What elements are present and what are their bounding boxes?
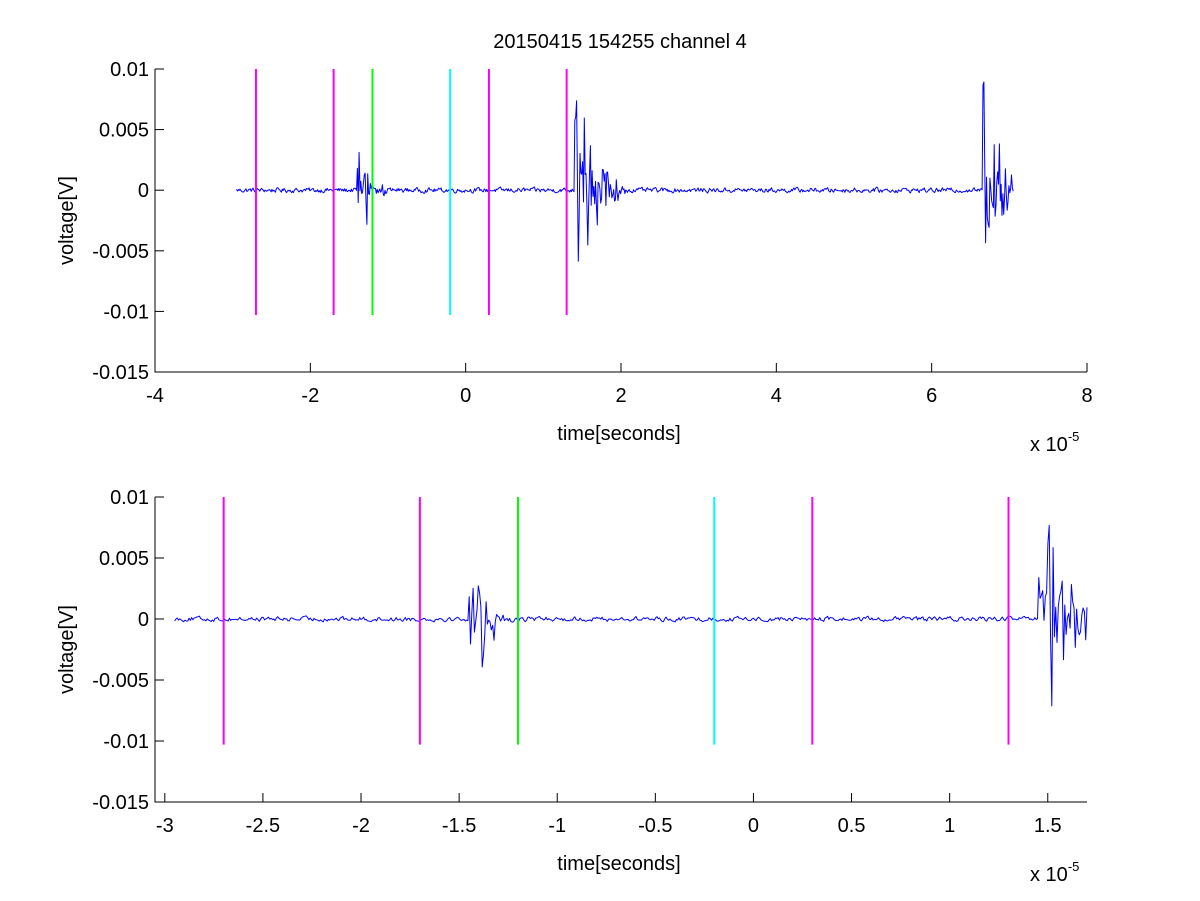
- signal-trace: [174, 524, 1088, 707]
- y-axis-label: voltage[V]: [56, 176, 78, 265]
- y-tick-label: 0.005: [99, 120, 149, 142]
- y-tick-label: -0.01: [103, 301, 149, 323]
- y-tick-label: -0.005: [92, 670, 149, 692]
- y-tick-label: -0.005: [92, 241, 149, 263]
- x-exponent-label: x 10-5: [1030, 429, 1079, 456]
- axes-frame: [154, 69, 1087, 373]
- x-tick-label: -1.5: [442, 815, 476, 837]
- x-axis-label: time[seconds]: [557, 853, 680, 875]
- top-plot: -4 -2 0 2 4 6 8 -0.015 -0.01 -0.005 0 0.005 0.01 time…: [56, 59, 1093, 456]
- y-tick-label: 0.005: [99, 548, 149, 570]
- x-tick-label: 1.5: [1034, 815, 1062, 837]
- x-tick-label: 0: [748, 815, 759, 837]
- x-tick-label: 1: [944, 815, 955, 837]
- x-tick-label: -3: [156, 815, 174, 837]
- x-tick-label: 0.5: [838, 815, 866, 837]
- x-tick-label: -2.5: [246, 815, 280, 837]
- x-tick-label: 0: [460, 385, 471, 407]
- x-tick-label: 6: [926, 385, 937, 407]
- bottom-plot: -3 -2.5 -2 -1.5 -1 -0.5 0 0.5 1 1.5 -0.015 -0.01 -0.…: [56, 487, 1088, 886]
- signal-trace: [236, 81, 1014, 262]
- y-tick-label: 0.01: [110, 59, 149, 81]
- x-tick-label: -4: [146, 385, 164, 407]
- figure-title: 20150415 154255 channel 4: [493, 31, 747, 53]
- x-axis-label: time[seconds]: [557, 423, 680, 445]
- x-tick-label: 4: [771, 385, 782, 407]
- y-tick-label: -0.01: [103, 731, 149, 753]
- y-axis-label: voltage[V]: [56, 605, 78, 694]
- x-tick-label: 8: [1081, 385, 1092, 407]
- x-tick-label: -2: [301, 385, 319, 407]
- x-tick-label: -2: [352, 815, 370, 837]
- x-exponent-label: x 10-5: [1030, 859, 1079, 886]
- y-tick-label: -0.015: [92, 792, 149, 814]
- x-tick-label: 2: [615, 385, 626, 407]
- y-tick-label: 0.01: [110, 487, 149, 509]
- y-tick-label: 0: [138, 180, 149, 202]
- axes-frame: [154, 497, 1087, 803]
- y-tick-label: 0: [138, 609, 149, 631]
- y-tick-label: -0.015: [92, 362, 149, 384]
- x-tick-label: -1: [548, 815, 566, 837]
- x-tick-label: -0.5: [638, 815, 672, 837]
